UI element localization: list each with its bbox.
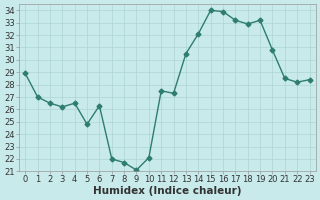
- X-axis label: Humidex (Indice chaleur): Humidex (Indice chaleur): [93, 186, 242, 196]
